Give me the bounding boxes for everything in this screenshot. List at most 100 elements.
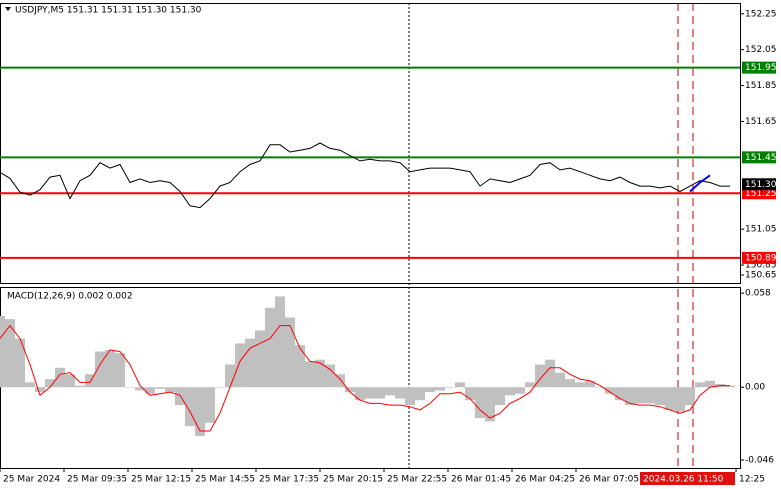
level-label-box (742, 151, 776, 164)
histogram-bar (665, 387, 675, 410)
histogram-bar (355, 387, 365, 401)
y-tick-label: 151.85 (745, 81, 777, 91)
histogram-bar (135, 387, 145, 391)
histogram-bar (145, 387, 155, 394)
histogram-bar (375, 387, 385, 399)
histogram-bar (255, 330, 265, 388)
level-label: 150.89 (745, 253, 777, 263)
histogram-bar (155, 387, 165, 389)
histogram-bar (435, 387, 445, 391)
histogram-bar (325, 364, 335, 388)
x-tick-label: 25 Mar 14:55 (195, 475, 255, 485)
level-label: 151.95 (745, 63, 777, 73)
histogram-bar (465, 387, 475, 401)
histogram-bar (725, 385, 735, 388)
histogram-bar (705, 380, 715, 388)
y-tick-label: 150.65 (745, 271, 777, 281)
x-tick-label: 12:25 (739, 475, 765, 485)
histogram-bar (675, 387, 685, 412)
x-tick-label: 25 Mar 12:15 (131, 475, 191, 485)
x-tick-label: 25 Mar 17:35 (259, 475, 319, 485)
histogram-bar (585, 380, 595, 388)
histogram-bar (695, 382, 705, 388)
histogram-bar (605, 387, 615, 394)
cursor-label: 2024.03.26 11:50 (643, 475, 724, 485)
histogram-bar (225, 364, 235, 388)
histogram-bar (475, 387, 485, 419)
histogram-bar (525, 382, 535, 388)
histogram-bar (615, 387, 625, 401)
histogram-bar (295, 345, 305, 388)
histogram-bar (215, 387, 225, 388)
histogram-bar (385, 387, 395, 396)
histogram-bar (555, 372, 565, 388)
histogram-bar (485, 387, 495, 422)
histogram-bar (185, 387, 195, 427)
histogram-bar (305, 361, 315, 388)
x-tick-label: 25 Mar 20:15 (323, 475, 383, 485)
histogram-bar (595, 387, 605, 388)
chart-title: USDJPY,M5 151.31 151.31 151.30 151.30 (15, 6, 202, 16)
level-label-box (742, 251, 776, 264)
histogram-bar (285, 317, 295, 388)
histogram-bar (625, 387, 635, 406)
x-tick-label: 26 Mar 07:05 (579, 475, 639, 485)
histogram-bar (575, 382, 585, 388)
histogram-bar (535, 364, 545, 388)
level-label: 151.25 (745, 189, 777, 199)
histogram-bar (5, 319, 15, 388)
histogram-bar (395, 387, 405, 399)
histogram-bar (0, 315, 5, 388)
histogram-bar (445, 387, 455, 388)
x-tick-label: 25 Mar 22:55 (387, 475, 447, 485)
histogram-bar (205, 387, 215, 423)
y-tick-label: 151.05 (745, 225, 777, 235)
cursor-label-box (640, 472, 735, 485)
histogram-bar (635, 387, 645, 404)
histogram-bar (195, 387, 205, 436)
histogram-bar (275, 296, 285, 388)
price-label: 151.30 (745, 180, 777, 190)
histogram-bar (515, 387, 525, 394)
y-tick-label: -0.046 (745, 456, 774, 466)
macd-title: MACD(12,26,9) 0.002 0.002 (7, 292, 133, 302)
histogram-bar (495, 387, 505, 406)
histogram-bar (55, 367, 65, 388)
histogram-bar (115, 353, 125, 388)
histogram-bar (455, 382, 465, 388)
signal-line (0, 324, 730, 432)
x-tick-label: 25 Mar 09:35 (67, 475, 127, 485)
level-label-box (742, 61, 776, 74)
y-tick-label: 150.85 (745, 261, 777, 271)
histogram-bar (65, 374, 75, 388)
histogram-bar (425, 387, 435, 393)
y-tick-label: 152.05 (745, 45, 777, 55)
histogram-bar (75, 385, 85, 388)
price-label-box (742, 178, 776, 191)
histogram-bar (85, 374, 95, 388)
y-tick-label: 152.25 (745, 9, 777, 19)
y-tick-label: 0.00 (745, 383, 765, 393)
histogram-bar (25, 382, 35, 388)
price-line (0, 142, 730, 209)
histogram-bar (315, 359, 325, 388)
histogram-bar (165, 387, 175, 393)
histogram-bar (35, 387, 45, 393)
histogram-bar (565, 379, 575, 388)
histogram-bar (245, 338, 255, 388)
histogram-bar (125, 387, 135, 388)
histogram-bar (345, 387, 355, 393)
histogram-bar (655, 387, 665, 406)
panel-frame (0, 3, 741, 284)
x-tick-label: 25 Mar 2024 (3, 475, 60, 485)
x-tick-label: 26 Mar 01:45 (451, 475, 511, 485)
level-label: 151.45 (745, 153, 777, 163)
menu-triangle (5, 7, 11, 11)
histogram-bar (505, 387, 515, 396)
x-tick-label: 26 Mar 04:25 (515, 475, 575, 485)
histogram-bar (335, 374, 345, 388)
y-tick-label: 151.65 (745, 117, 777, 127)
histogram-bar (105, 349, 115, 388)
